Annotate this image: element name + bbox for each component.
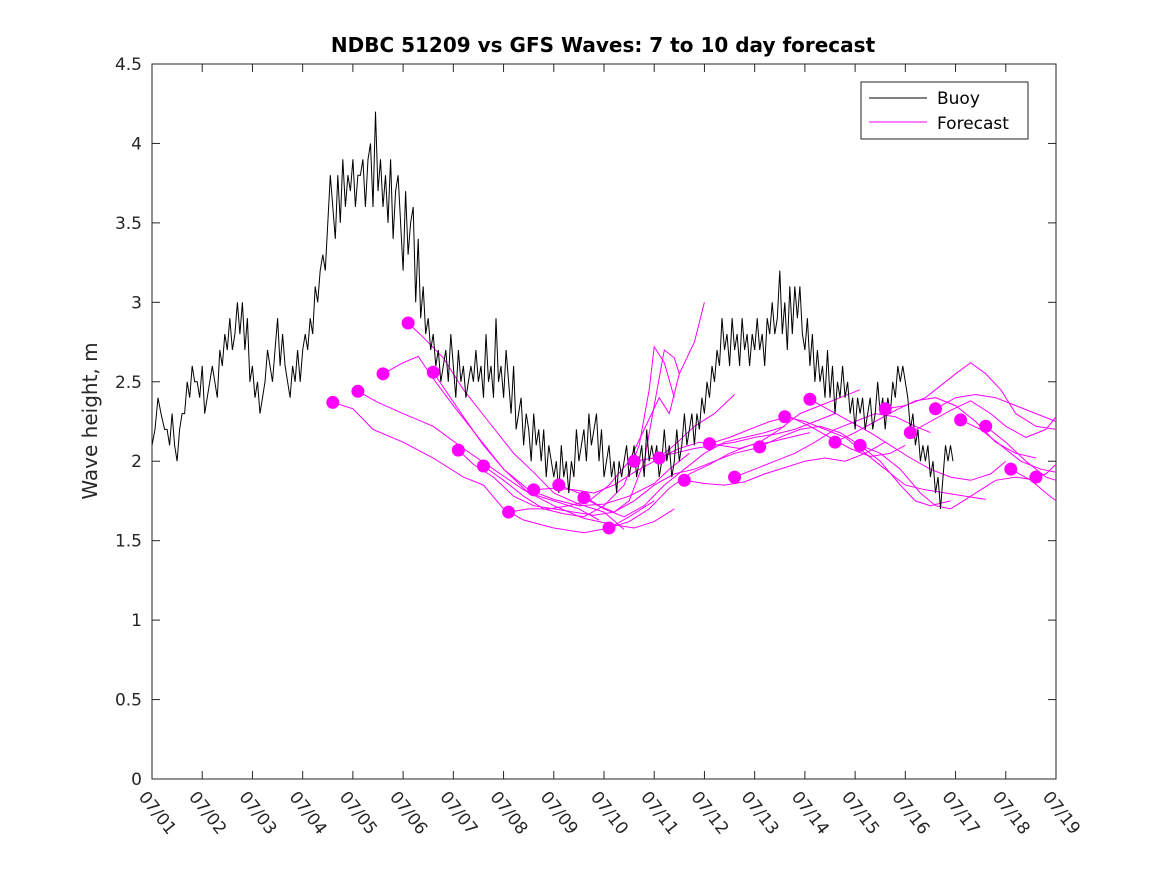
forecast-line [407,322,625,530]
chart-title: NDBC 51209 vs GFS Waves: 7 to 10 day for… [331,33,876,57]
forecast-marker [476,459,490,473]
forecast-line [734,413,931,478]
forecast-line [608,432,811,529]
y-tick-label: 0.5 [115,691,142,711]
forecast-line [483,345,675,518]
forecast-line [558,448,755,513]
forecast-marker [627,454,641,468]
forecast-marker [778,410,792,424]
forecast-line [960,419,1057,473]
forecast-marker [803,392,817,406]
forecast-marker [451,443,465,457]
forecast-marker [979,419,993,433]
forecast-line [432,371,690,507]
forecast-marker [401,316,415,330]
y-tick-label: 3.5 [115,214,142,234]
legend-forecast-label: Forecast [937,114,1009,134]
forecast-line [859,444,1036,510]
forecast-marker [426,365,440,379]
forecast-marker [903,426,917,440]
y-tick-label: 2 [131,452,142,472]
forecast-marker [1004,462,1018,476]
forecast-marker [728,470,742,484]
buoy-line [151,111,954,509]
forecast-marker [878,402,892,416]
y-tick-label: 3 [131,293,142,313]
y-tick-label: 2.5 [115,373,142,393]
forecast-marker [828,435,842,449]
forecast-marker [552,478,566,492]
forecast-line [709,416,906,458]
forecast-marker [652,451,666,465]
forecast-line [533,394,735,494]
y-tick-label: 0 [131,770,142,790]
forecast-marker [753,440,767,454]
forecast-line [458,349,680,516]
forecast-marker [702,437,716,451]
forecast-line [834,397,1037,459]
forecast-line [784,416,986,500]
y-tick-label: 1.5 [115,532,142,552]
y-tick-label: 4.5 [115,55,142,75]
forecast-marker [527,483,541,497]
forecast-marker [326,395,340,409]
legend-box [860,81,1029,140]
forecast-marker [954,413,968,427]
forecast-marker [351,384,365,398]
forecast-line [357,390,675,529]
y-axis-label: Wave height, m [78,342,102,499]
forecast-marker [376,367,390,381]
y-tick-label: 1 [131,611,142,631]
forecast-marker [677,473,691,487]
forecast-line [885,362,1057,430]
forecast-line [684,441,886,486]
forecast-marker [602,521,616,535]
forecast-marker [502,505,516,519]
forecast-marker [577,491,591,505]
forecast-line [910,400,1057,438]
forecast-marker [1029,470,1043,484]
forecast-marker [853,438,867,452]
forecast-marker [928,402,942,416]
forecast-line [583,425,785,518]
legend-buoy-label: Buoy [937,89,980,109]
forecast-line [935,393,1057,422]
forecast-line [1010,468,1057,502]
y-tick-label: 4 [131,134,142,154]
forecast-line [985,425,1057,481]
forecast-line [809,398,1007,481]
